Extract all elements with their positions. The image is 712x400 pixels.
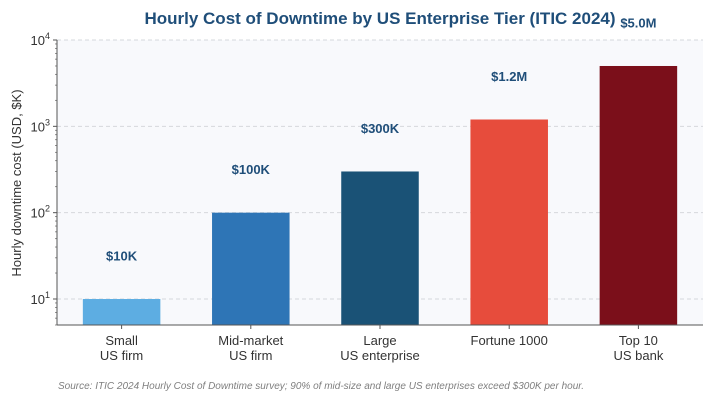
bar [599, 65, 678, 326]
bar [82, 299, 161, 325]
data-label: $300K [361, 121, 400, 136]
y-tick-label: 101 [31, 290, 50, 307]
y-tick-labels: 101 102 103 104 [31, 31, 50, 307]
x-tick-label: Small [105, 333, 138, 348]
axes [53, 39, 703, 329]
y-tick-label: 104 [31, 31, 50, 48]
y-axis-label: Hourly downtime cost (USD, $K) [9, 89, 24, 276]
data-label: $5.0M [620, 15, 656, 30]
x-tick-label: Top 10 [619, 333, 658, 348]
x-tick-label: Fortune 1000 [471, 333, 548, 348]
data-label: $10K [106, 248, 138, 263]
chart-title: Hourly Cost of Downtime by US Enterprise… [144, 9, 615, 28]
bar [470, 119, 548, 325]
x-tick-label: Mid-market [218, 333, 283, 348]
bar [212, 212, 290, 325]
y-tick-label: 102 [31, 204, 50, 221]
x-tick-label: Large [363, 333, 396, 348]
data-labels: $10K $100K $300K $1.2M $5.0M [106, 15, 656, 263]
source-note: Source: ITIC 2024 Hourly Cost of Downtim… [58, 381, 584, 392]
data-label: $1.2M [491, 69, 527, 84]
x-tick-label: US bank [613, 348, 663, 363]
y-tick-label: 103 [31, 117, 50, 134]
bars [82, 65, 678, 326]
bar [341, 171, 419, 325]
x-tick-label: US firm [229, 348, 272, 363]
x-tick-label: US enterprise [340, 348, 419, 363]
x-tick-label: US firm [100, 348, 143, 363]
data-label: $100K [232, 162, 271, 177]
